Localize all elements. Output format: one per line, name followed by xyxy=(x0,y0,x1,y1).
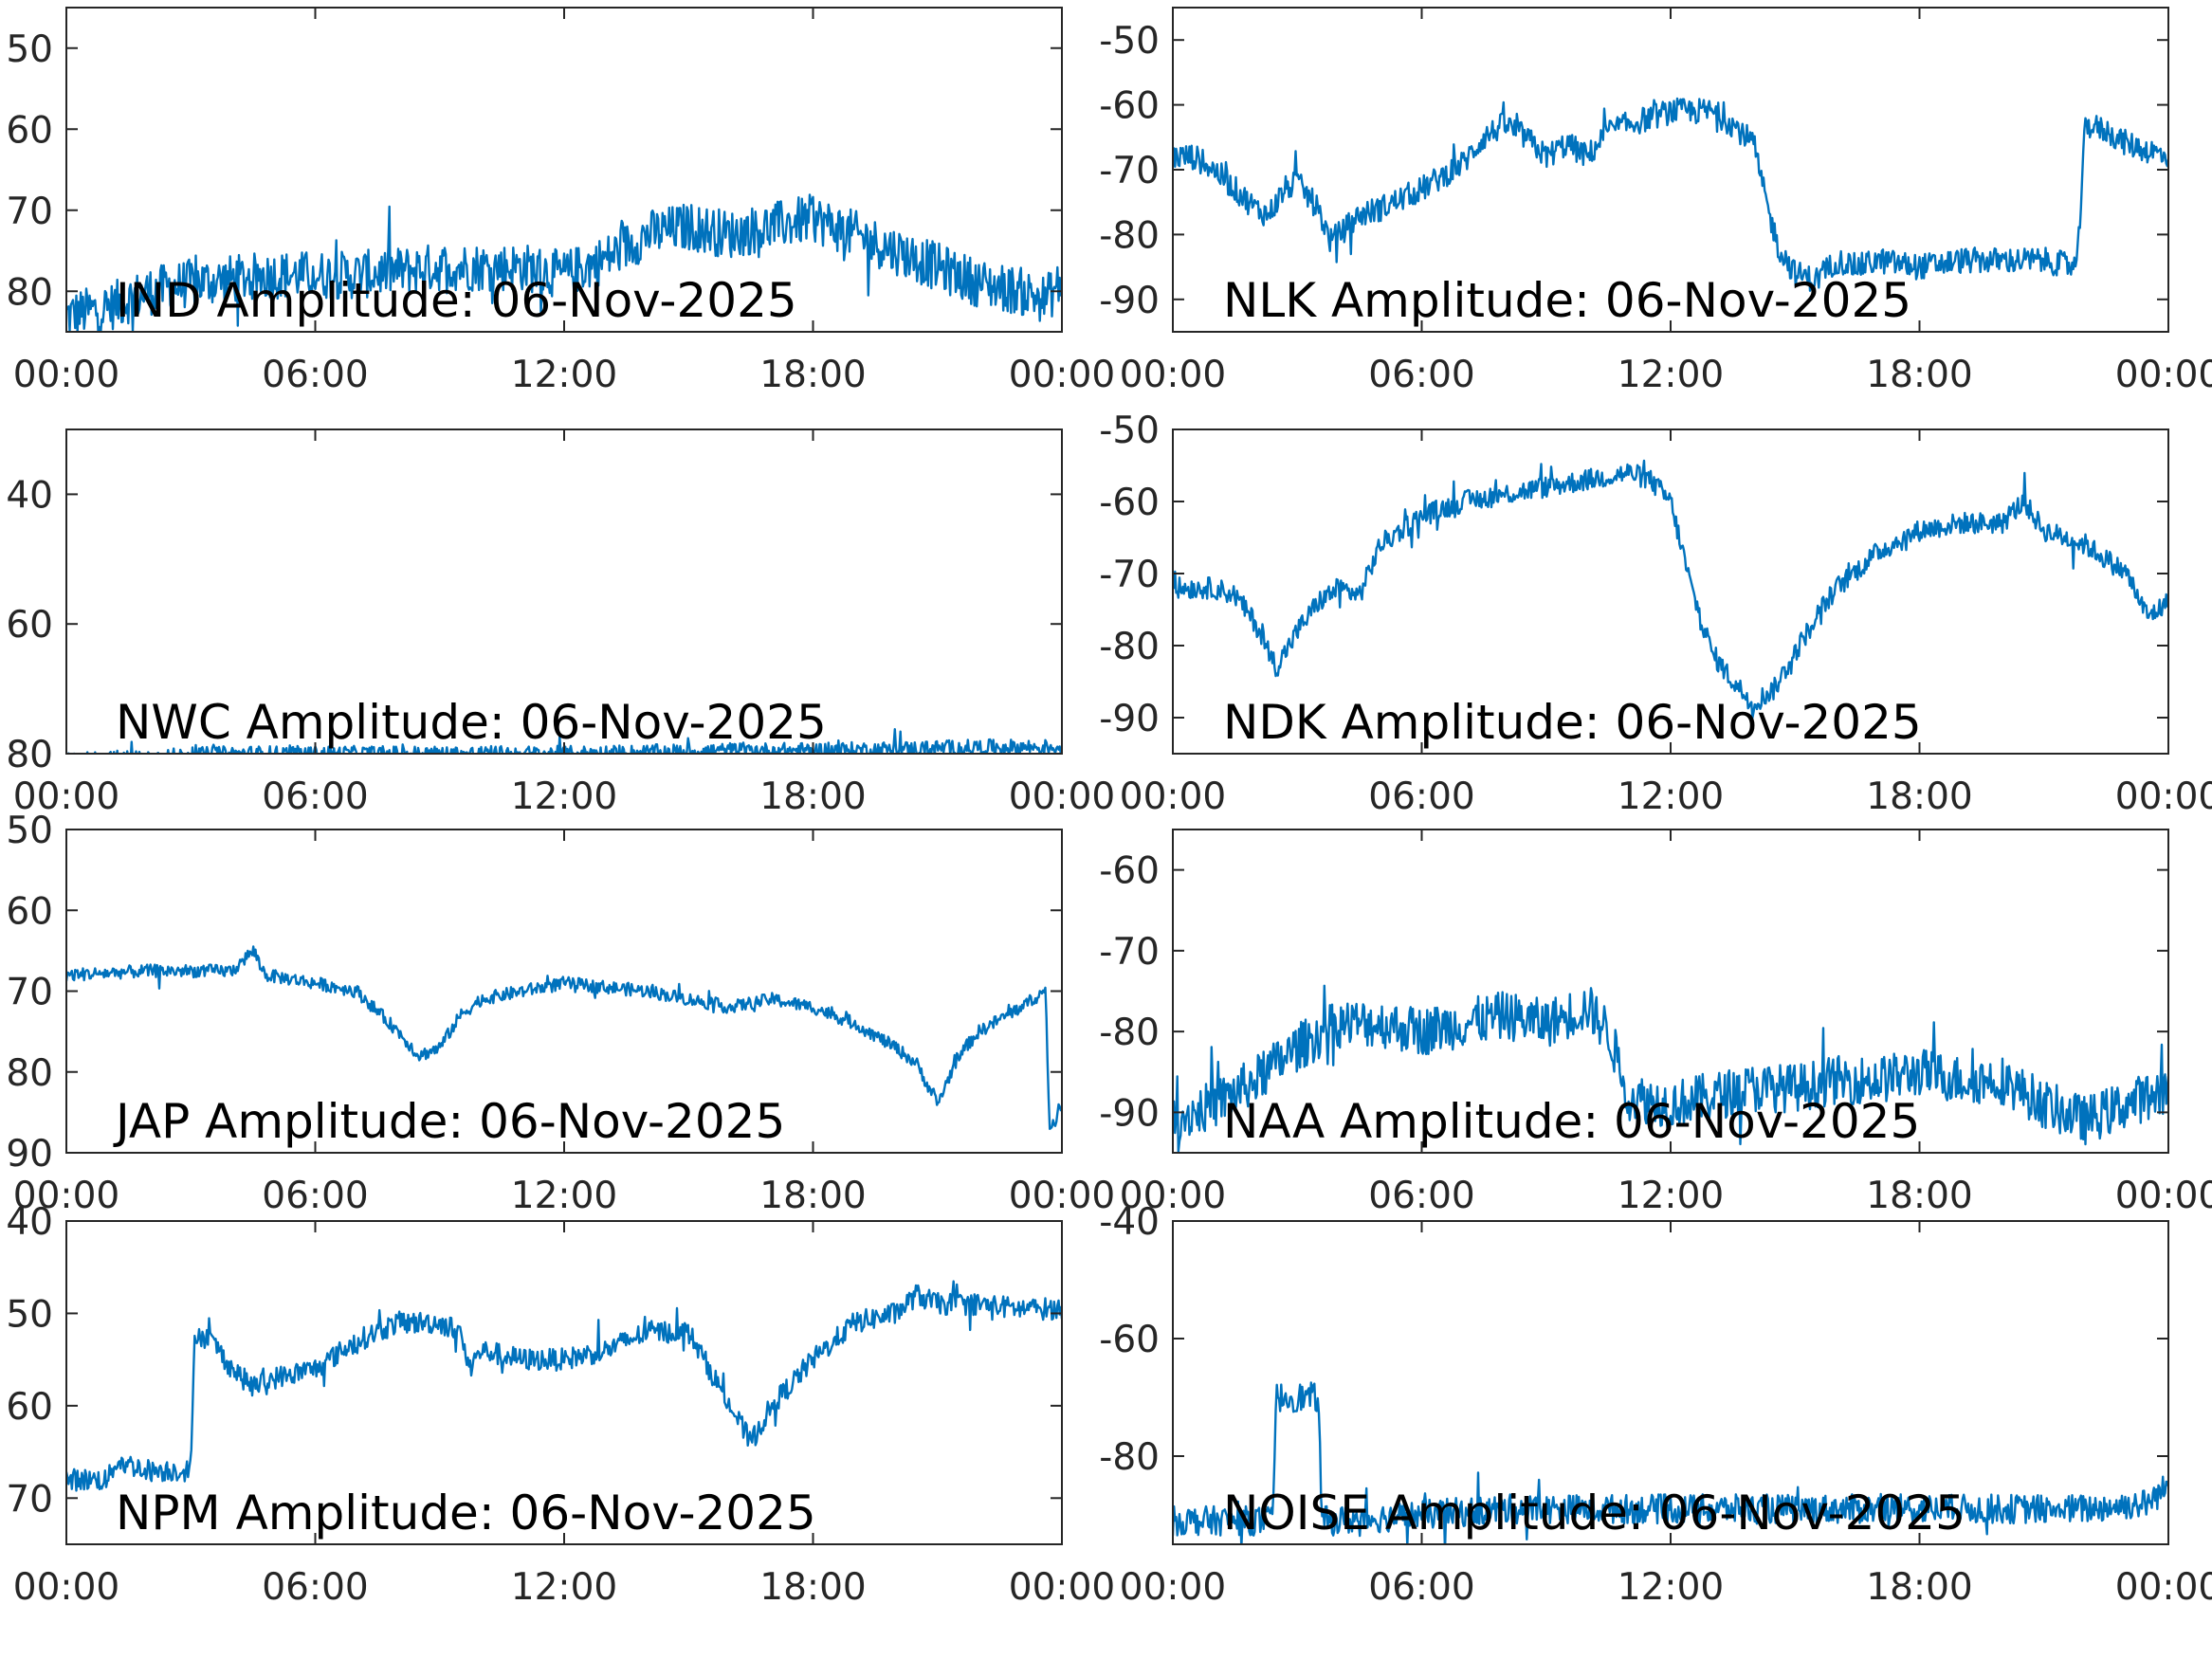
x-tick-label: 12:00 xyxy=(511,354,617,396)
x-tick-label: 00:00 xyxy=(2115,775,2212,818)
panel-ind-title: IND Amplitude: 06-Nov-2025 xyxy=(116,273,797,328)
x-tick-label: 06:00 xyxy=(1368,1566,1474,1609)
y-tick-label: 80 xyxy=(6,271,53,314)
x-tick-label: 00:00 xyxy=(1009,354,1115,396)
y-tick-label: -80 xyxy=(1099,1012,1160,1054)
y-tick-label: 70 xyxy=(6,1478,53,1521)
panel-npm-series-line xyxy=(66,1280,1062,1492)
panel-naa: 00:00 06:00 12:00 18:00 00:00 -60 -70 -80 -90 NAA… xyxy=(1099,829,2212,1217)
y-tick-label: -90 xyxy=(1099,698,1160,740)
y-tick-label: 50 xyxy=(6,28,53,71)
y-tick-label: -60 xyxy=(1099,482,1160,524)
y-tick-label: 40 xyxy=(6,1201,53,1244)
panel-ndk: 00:00 06:00 12:00 18:00 00:00 -50 -60 -70 -80 -90… xyxy=(1099,410,2212,818)
x-tick-label: 12:00 xyxy=(1618,1566,1724,1609)
y-tick-label: -70 xyxy=(1099,150,1160,192)
y-tick-label: -60 xyxy=(1099,850,1160,893)
x-tick-label: 00:00 xyxy=(2115,354,2212,396)
y-tick-label: 50 xyxy=(6,810,53,852)
panel-ndk-series-line xyxy=(1173,459,2168,720)
x-tick-label: 18:00 xyxy=(759,775,866,818)
x-tick-label: 06:00 xyxy=(262,1175,368,1217)
y-tick-label: -50 xyxy=(1099,410,1160,452)
x-tick-label: 18:00 xyxy=(1866,1175,1972,1217)
y-tick-label: 70 xyxy=(6,972,53,1014)
x-tick-label: 00:00 xyxy=(1009,775,1115,818)
panel-naa-title: NAA Amplitude: 06-Nov-2025 xyxy=(1223,1094,1920,1149)
x-tick-label: 12:00 xyxy=(511,1566,617,1609)
y-tick-label: 70 xyxy=(6,191,53,233)
x-tick-label: 06:00 xyxy=(1368,354,1474,396)
panel-nlk-series-line xyxy=(1173,97,2168,292)
y-tick-label: -90 xyxy=(1099,1092,1160,1135)
panel-nwc: 00:00 06:00 12:00 18:00 00:00 40 60 80 NWC Ampli… xyxy=(6,428,1115,818)
panel-noise: 00:00 06:00 12:00 18:00 00:00 -40 -60 -80 NOISE … xyxy=(1099,1201,2212,1609)
x-tick-label: 00:00 xyxy=(1009,1175,1115,1217)
y-tick-label: 50 xyxy=(6,1293,53,1336)
panel-nwc-title: NWC Amplitude: 06-Nov-2025 xyxy=(116,695,827,750)
panel-noise-series-line xyxy=(1173,1381,2168,1544)
x-tick-label: 18:00 xyxy=(1866,354,1972,396)
y-tick-label: -80 xyxy=(1099,1436,1160,1479)
y-tick-label: -70 xyxy=(1099,931,1160,974)
x-tick-label: 00:00 xyxy=(1120,354,1226,396)
y-tick-label: 60 xyxy=(6,109,53,152)
panel-npm-title: NPM Amplitude: 06-Nov-2025 xyxy=(116,1486,816,1540)
panel-naa-series-line xyxy=(1173,984,2168,1153)
x-tick-label: 12:00 xyxy=(1618,775,1724,818)
panel-noise-title: NOISE Amplitude: 06-Nov-2025 xyxy=(1223,1486,1965,1540)
y-tick-label: -50 xyxy=(1099,20,1160,63)
y-tick-label: 40 xyxy=(6,474,53,517)
x-tick-label: 06:00 xyxy=(262,354,368,396)
y-tick-label: 60 xyxy=(6,604,53,647)
panel-jap: 00:00 06:00 12:00 18:00 00:00 50 60 70 80 90 JAP A… xyxy=(6,810,1115,1217)
y-tick-label: 80 xyxy=(6,1052,53,1095)
y-tick-label: -40 xyxy=(1099,1201,1160,1244)
x-tick-label: 12:00 xyxy=(511,1175,617,1217)
x-tick-label: 00:00 xyxy=(1120,1175,1226,1217)
x-tick-label: 00:00 xyxy=(13,1566,119,1609)
x-tick-label: 18:00 xyxy=(1866,775,1972,818)
x-tick-label: 06:00 xyxy=(1368,775,1474,818)
x-tick-label: 00:00 xyxy=(2115,1175,2212,1217)
x-tick-label: 06:00 xyxy=(1368,1175,1474,1217)
y-tick-label: -70 xyxy=(1099,554,1160,596)
panel-nlk-title: NLK Amplitude: 06-Nov-2025 xyxy=(1223,273,1911,328)
panel-jap-title: JAP Amplitude: 06-Nov-2025 xyxy=(113,1094,785,1149)
x-tick-label: 06:00 xyxy=(262,775,368,818)
x-tick-label: 12:00 xyxy=(1618,354,1724,396)
x-tick-label: 18:00 xyxy=(759,1175,866,1217)
y-tick-label: -60 xyxy=(1099,1319,1160,1361)
x-tick-label: 12:00 xyxy=(511,775,617,818)
x-tick-label: 00:00 xyxy=(1120,1566,1226,1609)
y-tick-label: 60 xyxy=(6,890,53,933)
x-tick-label: 18:00 xyxy=(1866,1566,1972,1609)
x-tick-label: 00:00 xyxy=(13,775,119,818)
panel-jap-series-line xyxy=(66,945,1062,1131)
x-tick-label: 18:00 xyxy=(759,354,866,396)
x-tick-label: 12:00 xyxy=(1618,1175,1724,1217)
panel-npm: 00:00 06:00 12:00 18:00 00:00 40 50 60 70 NPM Amp… xyxy=(6,1201,1115,1609)
panel-ndk-title: NDK Amplitude: 06-Nov-2025 xyxy=(1223,695,1922,750)
y-tick-label: 80 xyxy=(6,734,53,776)
panel-ind-series-line xyxy=(66,193,1062,332)
y-tick-label: -90 xyxy=(1099,280,1160,322)
x-tick-label: 00:00 xyxy=(1120,775,1226,818)
x-tick-label: 00:00 xyxy=(2115,1566,2212,1609)
x-tick-label: 18:00 xyxy=(759,1566,866,1609)
panel-nlk: 00:00 06:00 12:00 18:00 00:00 -50 -60 -70 -80 -90… xyxy=(1099,7,2212,396)
x-tick-label: 00:00 xyxy=(1009,1566,1115,1609)
y-tick-label: 60 xyxy=(6,1386,53,1429)
y-tick-label: -60 xyxy=(1099,85,1160,128)
y-tick-label: -80 xyxy=(1099,626,1160,668)
y-tick-label: 90 xyxy=(6,1133,53,1176)
x-tick-label: 00:00 xyxy=(13,1175,119,1217)
panel-ind: 00:00 06:00 12:00 18:00 00:00 50 60 70 80 IND Amp… xyxy=(6,7,1115,396)
x-tick-label: 00:00 xyxy=(13,354,119,396)
x-tick-label: 06:00 xyxy=(262,1566,368,1609)
y-tick-label: -80 xyxy=(1099,214,1160,257)
